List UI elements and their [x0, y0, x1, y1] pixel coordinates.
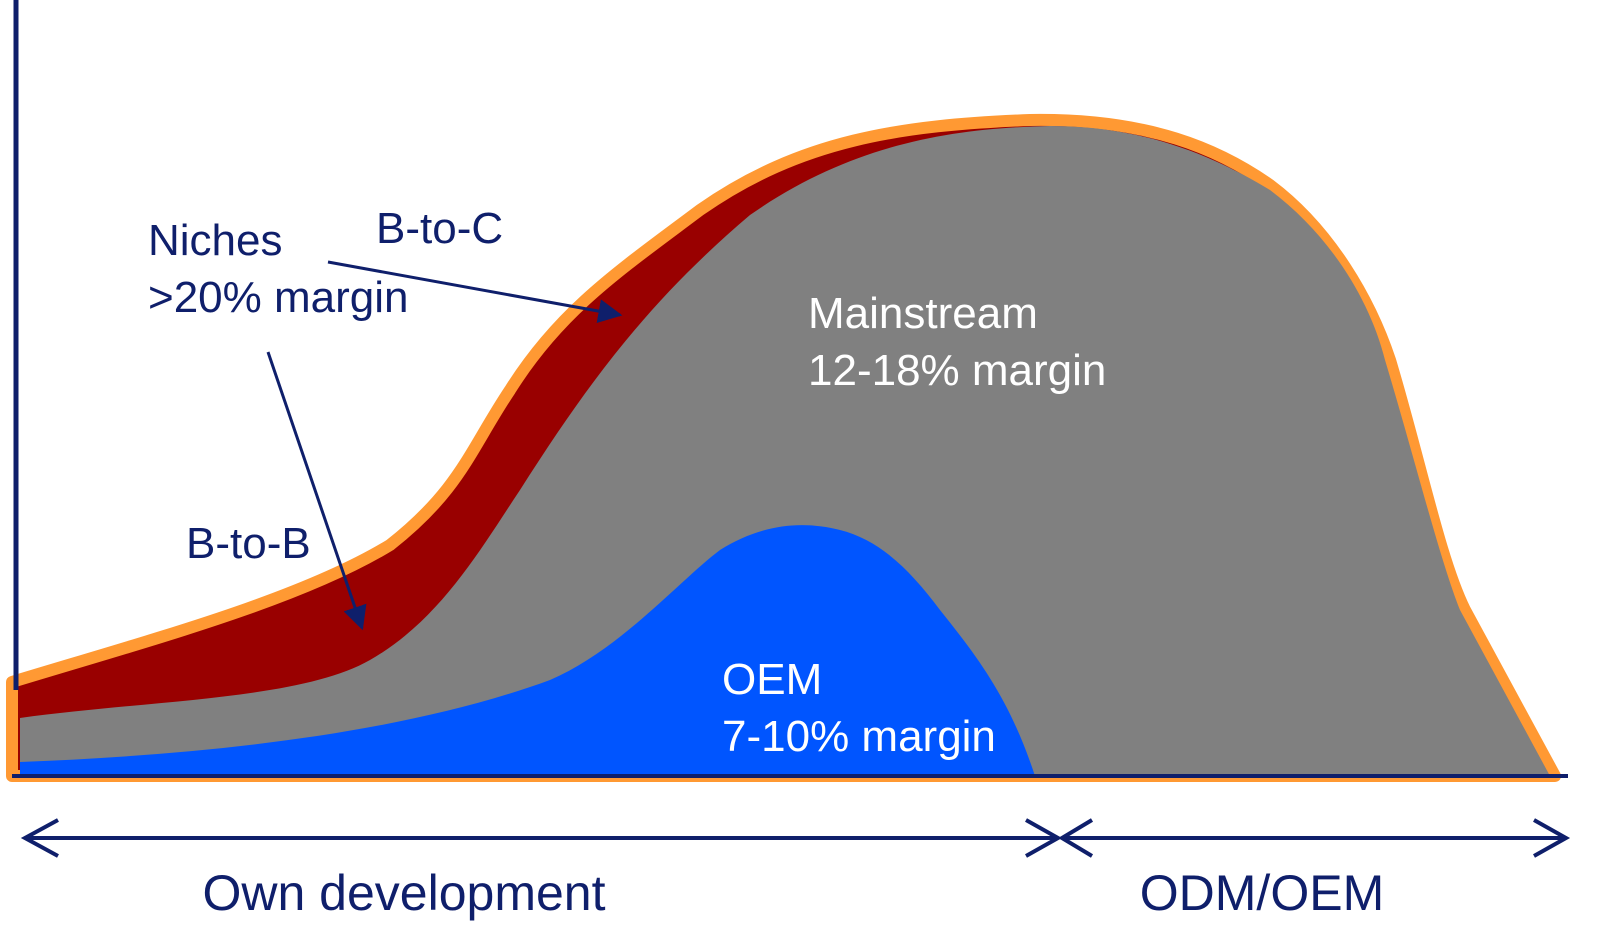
phase-label: ODM/OEM: [1140, 865, 1384, 921]
niches-label: Niches: [148, 216, 283, 265]
mainstream-label: Mainstream: [808, 289, 1038, 338]
b2c-arrow: [327, 260, 623, 323]
mainstream-margin: 12-18% margin: [808, 346, 1106, 395]
phase-label: Own development: [202, 865, 605, 921]
b2c-label: B-to-C: [376, 204, 503, 253]
niches-margin: >20% margin: [148, 273, 408, 322]
oem-label: OEM: [722, 655, 822, 704]
b2b-label: B-to-B: [186, 519, 311, 568]
oem-margin: 7-10% margin: [722, 712, 996, 761]
oem-area: [20, 525, 1035, 776]
mainstream-area: [20, 126, 1550, 776]
phase-arrows: [20, 818, 1571, 858]
b2b-arrow: [266, 351, 367, 631]
